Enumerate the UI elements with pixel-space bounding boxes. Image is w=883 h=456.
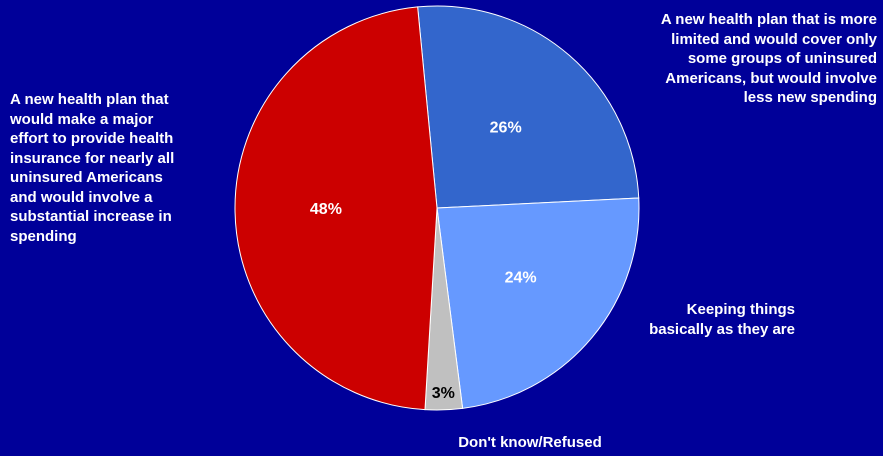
slice-value-label-major-plan: 48%: [310, 201, 342, 218]
slice-category-label-dont-know: Don't know/Refused: [458, 434, 602, 451]
pie-slice-keep-as-is: [436, 197, 640, 409]
pie-slice-limited-plan: [417, 5, 640, 209]
pie-slice-major-plan: [234, 6, 438, 411]
slice-category-label-limited-plan: A new health plan that is more limited a…: [660, 11, 877, 106]
slice-value-label-keep-as-is: 24%: [505, 269, 537, 286]
slice-category-label-major-plan: A new health plan that would make a majo…: [10, 91, 175, 245]
slice-category-label-keep-as-is: Keeping things basically as they are: [649, 301, 795, 338]
slice-value-label-limited-plan: 26%: [490, 120, 522, 137]
slice-value-label-dont-know: 3%: [432, 385, 455, 402]
